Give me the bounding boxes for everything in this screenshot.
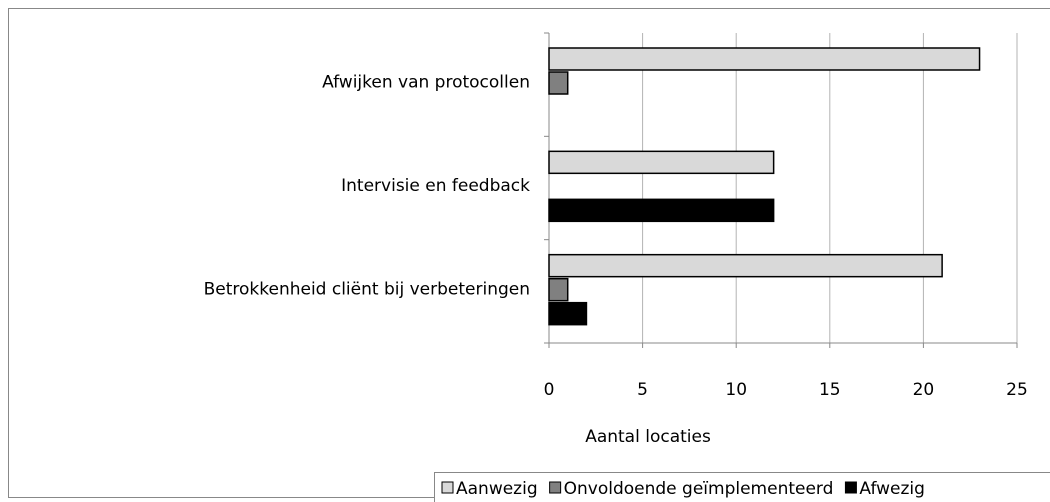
bar — [548, 150, 775, 175]
x-tick-label: 20 — [913, 380, 935, 400]
x-tick-label: 25 — [1006, 380, 1028, 400]
legend-label: Afwezig — [859, 479, 925, 499]
legend-box — [434, 472, 1050, 502]
x-tick-label: 5 — [637, 380, 648, 400]
x-tick-label: 15 — [819, 380, 841, 400]
x-tick-label: 10 — [725, 380, 747, 400]
chart-frame — [8, 8, 1050, 498]
bar — [548, 71, 569, 95]
legend-swatch — [441, 481, 454, 494]
bar — [548, 301, 588, 326]
y-tick-label: Afwijken van protocollen — [322, 73, 530, 93]
bar — [548, 277, 569, 302]
legend-label: Aanwezig — [456, 479, 538, 499]
bar — [548, 198, 775, 223]
bar — [548, 47, 981, 71]
legend-swatch — [549, 481, 562, 494]
legend-label: Onvoldoende geïmplementeerd — [564, 479, 834, 499]
x-axis-title: Aantal locaties — [585, 427, 711, 447]
bar — [548, 253, 943, 278]
legend-swatch — [844, 481, 857, 494]
y-tick-label: Betrokkenheid cliënt bij verbeteringen — [204, 279, 530, 299]
x-tick-label: 0 — [544, 380, 555, 400]
y-tick-label: Intervisie en feedback — [341, 176, 530, 196]
